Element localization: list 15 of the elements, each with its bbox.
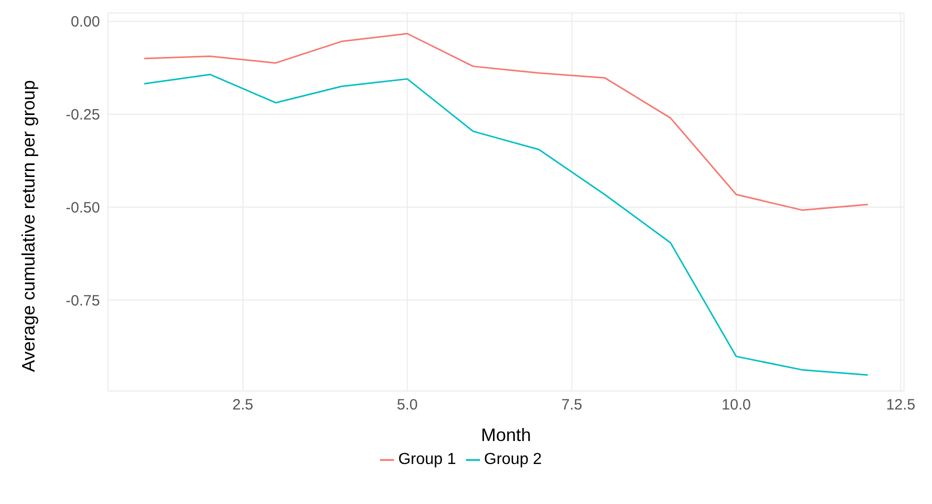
y-tick-label: -0.75: [66, 292, 100, 310]
y-tick-label: -0.50: [66, 199, 100, 216]
x-tick-label: 2.5: [232, 396, 254, 414]
x-axis-title: Month: [480, 425, 532, 445]
y-tick-label: 0.00: [70, 14, 100, 31]
x-tick-label: 12.5: [886, 396, 916, 414]
line-series: [143, 74, 869, 376]
x-tick-label: 10.0: [722, 396, 751, 414]
y-tick-label: -0.25: [66, 106, 100, 124]
x-tick-label: 7.5: [561, 396, 582, 414]
legend-label: Group 1: [398, 451, 456, 468]
line-series: [143, 32, 869, 211]
x-tick-label: 5.0: [396, 396, 418, 414]
y-axis-title: Average cumulative return per group: [18, 80, 38, 372]
legend-label: Group 2: [484, 451, 542, 468]
